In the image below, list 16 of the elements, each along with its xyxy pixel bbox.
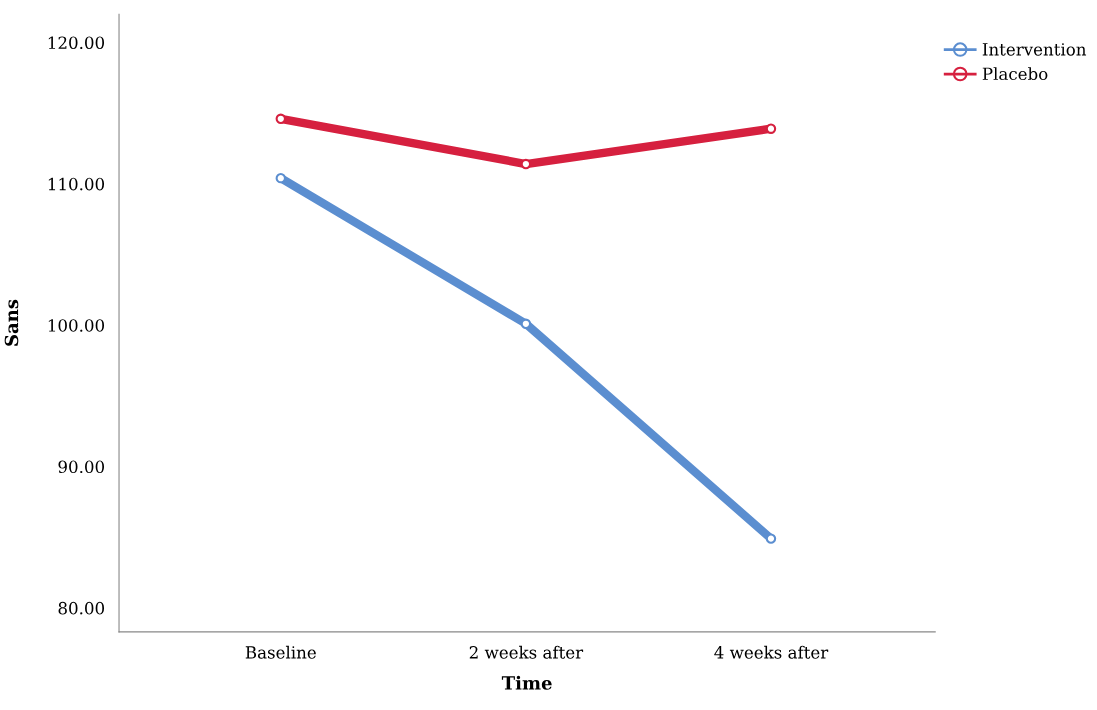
x-tick-label: Baseline: [245, 645, 316, 659]
x-tick-label: 2 weeks after: [469, 645, 584, 659]
x-tick-label: 4 weeks after: [714, 645, 829, 659]
y-tick-label: 90.00: [58, 460, 105, 474]
point: [275, 172, 286, 184]
y-tick-label: 120.00: [48, 36, 105, 50]
point: [520, 318, 532, 329]
y-tick-label: 110.00: [48, 177, 105, 191]
y-tick-label: 100.00: [48, 319, 105, 332]
y-axis-title: Sans: [4, 299, 19, 346]
x-axis-title: Time: [501, 675, 552, 690]
y-tick-label: 80.00: [58, 601, 105, 615]
legend-label: Intervention: [982, 43, 1087, 56]
point: [765, 533, 777, 544]
legend-label: Placebo: [982, 67, 1048, 81]
point: [275, 113, 286, 125]
